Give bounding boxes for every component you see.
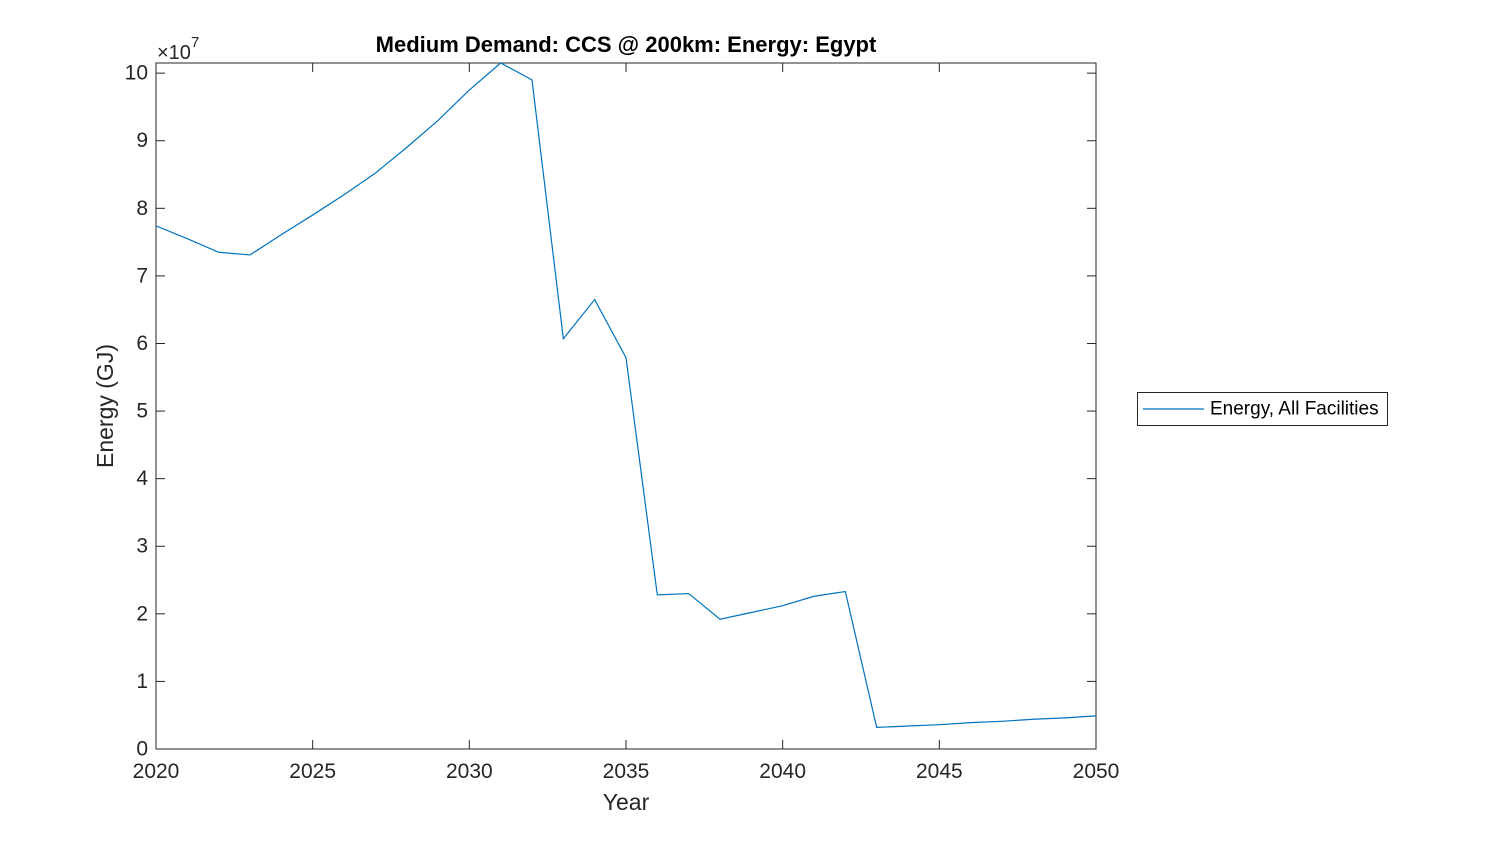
x-tick-label: 2020 [133, 760, 180, 783]
x-axis-label: Year [603, 789, 650, 815]
y-tick-label: 6 [136, 332, 148, 355]
x-tick-labels: 2020 2025 2030 2035 2040 2045 2050 [133, 760, 1120, 783]
x-tick-label: 2030 [446, 760, 493, 783]
plot-area [155, 62, 1097, 750]
legend: Energy, All Facilities [1137, 392, 1388, 426]
y-tick-label: 7 [136, 264, 148, 287]
y-tick-label: 0 [136, 738, 148, 761]
axis-ticks [155, 63, 1097, 750]
y-axis-exponent-label: ×107 [157, 34, 199, 64]
y-axis-label: Energy (GJ) [92, 344, 118, 468]
y-tick-label: 1 [136, 670, 148, 693]
y-tick-label: 2 [136, 602, 148, 625]
y-tick-label: 8 [136, 197, 148, 220]
y-tick-labels: 0 1 2 3 4 5 6 7 8 9 10 [125, 62, 149, 761]
series-line-energy [155, 62, 1097, 728]
x-tick-label: 2025 [289, 760, 336, 783]
y-tick-label: 5 [136, 400, 148, 423]
y-exponent-base: ×10 [157, 42, 191, 64]
chart-title: Medium Demand: CCS @ 200km: Energy: Egyp… [376, 32, 877, 57]
x-tick-label: 2045 [916, 760, 963, 783]
y-exponent-power: 7 [191, 34, 199, 51]
x-tick-label: 2035 [603, 760, 650, 783]
x-tick-label: 2050 [1073, 760, 1120, 783]
y-tick-label: 4 [136, 467, 148, 490]
y-tick-label: 10 [125, 62, 148, 85]
y-tick-label: 9 [136, 129, 148, 152]
x-tick-label: 2040 [759, 760, 806, 783]
y-tick-label: 3 [136, 535, 148, 558]
legend-label: Energy, All Facilities [1210, 399, 1379, 420]
